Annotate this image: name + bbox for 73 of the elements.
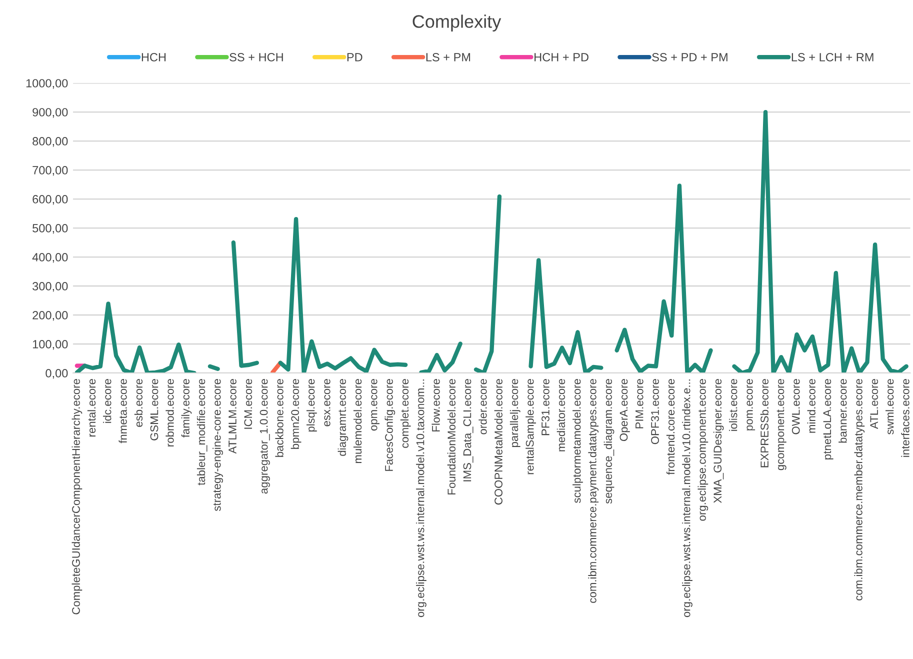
x-tick-label: com.ibm.commerce.payment.datatypes.ecore: [588, 379, 599, 603]
y-tick-label: 900,00: [32, 108, 68, 118]
x-tick-label: parallelj.ecore: [510, 379, 520, 447]
y-tick-label: 800,00: [32, 137, 68, 147]
x-tick-label: EXPRESSb.ecore: [760, 379, 768, 468]
chart-title: Complexity: [412, 14, 502, 32]
y-tick-label: 700,00: [32, 166, 68, 176]
x-tick-label: mind.ecore: [807, 379, 816, 433]
legend-label: SS + PD + PM: [652, 53, 728, 62]
y-tick-label: 600,00: [32, 195, 68, 205]
legend-label: SS + HCH: [230, 53, 283, 62]
x-tick-label: org.eclipse.wst.ws.internal.model.v10.taxonom...: [416, 380, 426, 618]
x-tick-label: OPF31.ecore: [651, 379, 659, 444]
x-tick-label: backbone.ecore: [275, 379, 284, 457]
x-tick-label: PIM.ecore: [636, 379, 644, 428]
x-tick-label: FoundationModel.ecore: [447, 379, 456, 494]
x-tick-label: strategy-engine-core.ecore: [212, 379, 223, 512]
x-tick-label: aggregator_1.0.0.ecore: [260, 379, 270, 494]
x-tick-label: com.ibm.commerce.member.datatypes.ecore: [854, 379, 865, 600]
x-tick-label: esx.ecore: [324, 379, 330, 426]
x-tick-label: family.ecore: [181, 379, 192, 438]
x-tick-label: IMS_Data_CLI.ecore: [463, 379, 474, 482]
x-tick-label: opm.ecore: [371, 379, 380, 431]
x-tick-label: fnmeta.ecore: [118, 379, 127, 444]
x-tick-label: swml.ecore: [886, 379, 894, 434]
x-tick-label: gcomponent.ecore: [776, 379, 786, 470]
x-tick-label: order.ecore: [478, 379, 487, 434]
x-tick-label: esb.ecore: [134, 379, 143, 427]
x-tick-label: GSML.ecore: [150, 379, 158, 440]
x-tick-label: plsql.ecore: [306, 379, 317, 432]
x-tick-label: bpmn20.ecore: [290, 379, 302, 449]
x-tick-label: rentalSample.ecore: [526, 379, 536, 474]
legend-label: PD: [347, 53, 362, 62]
y-tick-label: 400,00: [32, 253, 68, 263]
x-tick-label: ATLMLM.ecore: [228, 379, 236, 454]
x-tick-label: banner.ecore: [838, 379, 847, 443]
x-tick-label: idc.ecore: [103, 379, 112, 423]
legend-label: HCH: [142, 53, 166, 62]
x-tick-label: pom.ecore: [746, 379, 756, 430]
x-tick-label: iolist.ecore: [729, 379, 738, 431]
x-tick-label: org.eclipse.component.ecore: [698, 379, 708, 521]
x-tick-label: Flow.ecore: [432, 379, 440, 432]
x-tick-label: FacesConfig.ecore: [384, 379, 396, 471]
x-tick-label: CompleteGUIdancerComponentHierarchy.ecore: [72, 379, 82, 614]
x-tick-label: XMA_GUIDesigner.ecore: [713, 379, 724, 504]
y-tick-label: 200,00: [32, 311, 68, 321]
x-tick-label: mediator.ecore: [556, 379, 566, 452]
x-tick-label: diagramrt.ecore: [338, 379, 348, 456]
x-tick-label: rental.ecore: [87, 379, 96, 436]
x-tick-label: mulemodel.ecore: [353, 379, 362, 464]
x-tick-label: sequence_diagram.ecore: [604, 379, 614, 504]
x-tick-label: PF31.ecore: [542, 379, 550, 436]
x-tick-label: OperA.ecore: [620, 379, 630, 442]
x-tick-label: complet.ecore: [400, 379, 411, 448]
x-tick-label: ICM.ecore: [244, 379, 252, 429]
x-tick-label: OWL.ecore: [792, 379, 800, 434]
y-tick-label: 300,00: [32, 282, 68, 292]
x-tick-label: robmod.ecore: [166, 379, 174, 446]
x-tick-label: ATL.ecore: [870, 379, 878, 429]
x-tick-label: tableur_modifie.ecore: [196, 379, 208, 486]
x-tick-label: ptnetLoLA.ecore: [823, 379, 834, 460]
x-tick-label: org.eclipse.wst.ws.internal.model.v10.rtindex.e...: [682, 380, 692, 618]
y-tick-label: 500,00: [32, 224, 68, 234]
x-tick-label: COOPNMetaModel.ecore: [494, 379, 502, 505]
legend-label: HCH + PD: [534, 53, 588, 62]
y-tick-label: 1000,00: [26, 79, 68, 89]
x-tick-label: frontend.core.ecore: [666, 379, 675, 475]
x-tick-label: sculptormetamodel.ecore: [572, 379, 583, 503]
legend-label: LS + PM: [426, 53, 470, 62]
y-tick-label: 0,00: [46, 369, 68, 379]
legend-label: LS + LCH + RM: [792, 53, 874, 62]
y-tick-label: 100,00: [32, 340, 68, 350]
x-tick-label: interfaces.ecore: [901, 379, 910, 457]
